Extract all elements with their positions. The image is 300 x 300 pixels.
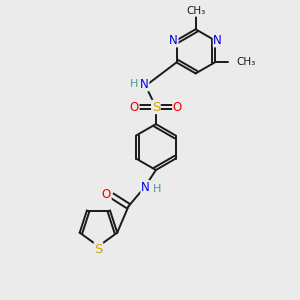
Text: O: O: [130, 100, 139, 113]
Text: N: N: [213, 34, 222, 47]
Text: N: N: [169, 34, 178, 47]
Text: N: N: [140, 78, 149, 91]
Text: CH₃: CH₃: [237, 57, 256, 68]
Text: N: N: [141, 181, 150, 194]
Text: S: S: [94, 243, 103, 256]
Text: O: O: [173, 100, 182, 113]
Text: O: O: [102, 188, 111, 201]
Text: H: H: [153, 184, 161, 194]
Text: CH₃: CH₃: [186, 6, 205, 16]
Text: H: H: [130, 79, 139, 89]
Text: S: S: [152, 100, 160, 113]
